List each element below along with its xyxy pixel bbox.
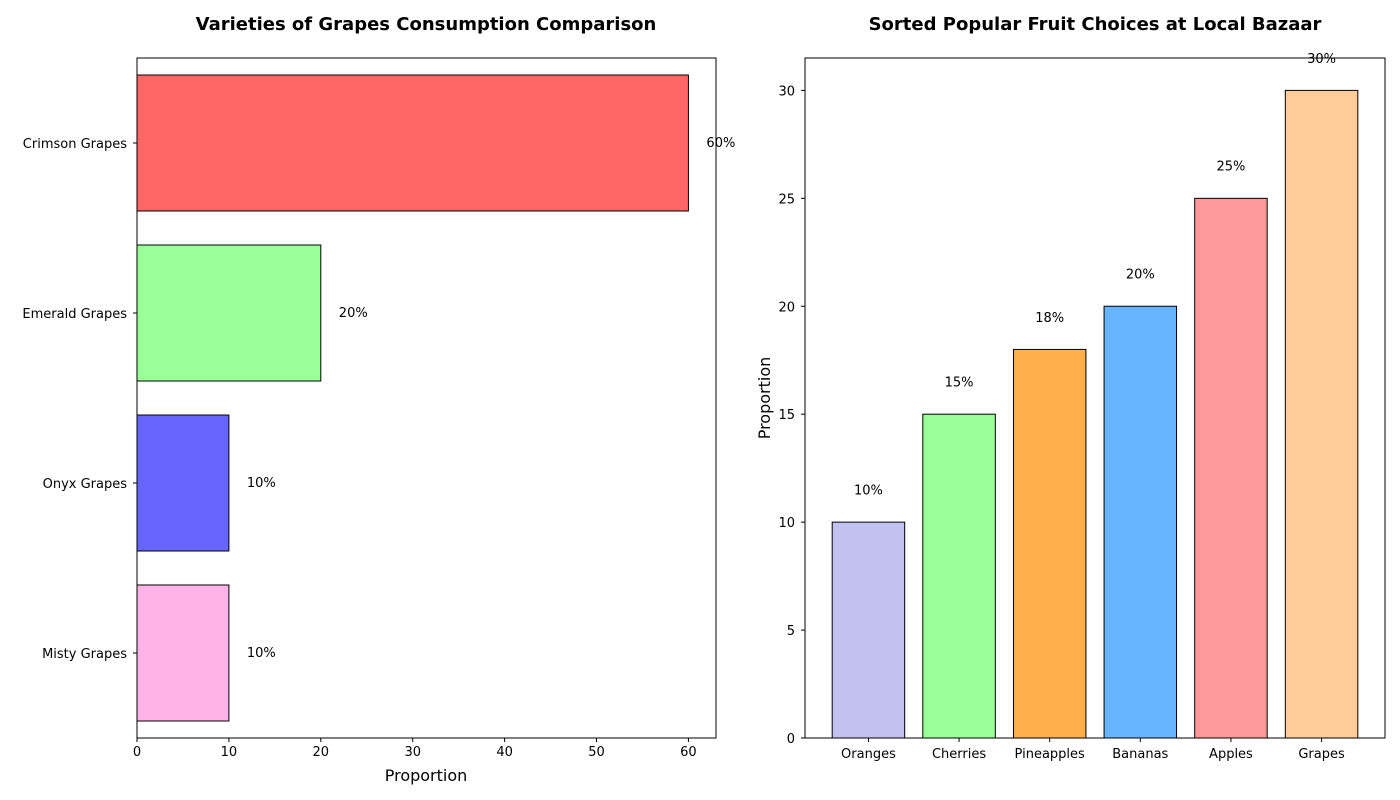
y-tick-label: 5: [787, 624, 795, 639]
x-tick-label: 10: [221, 745, 238, 760]
data-label: 20%: [339, 306, 368, 321]
chart-title: Varieties of Grapes Consumption Comparis…: [196, 14, 657, 35]
bar: [1194, 197, 1268, 739]
x-tick-label: Pineapples: [1015, 747, 1085, 762]
bar: [1284, 89, 1359, 739]
bar: [1012, 348, 1087, 739]
y-tick-label: 15: [778, 408, 795, 423]
x-tick-label: Cherries: [932, 747, 986, 762]
ticks-group: Crimson Grapes Emerald Grapes Onyx Grapes M…: [22, 137, 696, 760]
bar: [136, 414, 230, 552]
y-tick-label: Misty Grapes: [42, 647, 127, 662]
y-tick-label: 30: [778, 84, 795, 99]
data-label: 18%: [1035, 311, 1064, 326]
plot-frame: [804, 57, 1386, 739]
x-tick-label: Oranges: [841, 747, 896, 762]
y-tick-label: 20: [778, 300, 795, 315]
y-tick-label: Onyx Grapes: [43, 477, 128, 492]
chart-fruit-choices: Sorted Popular Fruit Choices at Local Ba…: [755, 14, 1386, 762]
x-tick-label: 50: [588, 745, 605, 760]
x-tick-label: Grapes: [1298, 747, 1345, 762]
x-tick-label: Bananas: [1112, 747, 1168, 762]
x-axis-label: Proportion: [385, 766, 468, 785]
x-tick-label: 40: [496, 745, 513, 760]
chart-grapes-consumption: Varieties of Grapes Consumption Comparis…: [22, 14, 735, 785]
bar: [136, 74, 689, 212]
y-tick-label: Crimson Grapes: [23, 137, 127, 152]
data-label: 60%: [706, 136, 735, 151]
y-axis-label: Proportion: [755, 357, 774, 440]
data-label: 25%: [1216, 160, 1245, 175]
y-tick-label: 25: [778, 192, 795, 207]
bar: [831, 521, 906, 739]
bar: [922, 413, 996, 739]
data-labels-group: 10% 15% 18% 20% 25% 30%: [854, 52, 1336, 499]
bars-group: [136, 74, 689, 722]
y-tick-label: 0: [787, 732, 795, 747]
x-tick-label: 60: [680, 745, 697, 760]
data-label: 15%: [945, 376, 974, 391]
bar: [136, 244, 322, 382]
data-label: 10%: [854, 484, 883, 499]
data-label: 20%: [1126, 268, 1155, 283]
data-label: 10%: [247, 646, 276, 661]
y-tick-label: 10: [778, 516, 795, 531]
x-tick-label: 20: [313, 745, 330, 760]
y-tick-label: Emerald Grapes: [22, 307, 127, 322]
chart-title: Sorted Popular Fruit Choices at Local Ba…: [869, 14, 1322, 35]
data-label: 10%: [247, 476, 276, 491]
x-tick-label: 30: [404, 745, 421, 760]
data-label: 30%: [1307, 52, 1336, 67]
x-tick-label: Apples: [1209, 747, 1253, 762]
ticks-group: Oranges Cherries Pineapples Bananas Apples Gr…: [778, 84, 1345, 762]
data-labels-group: 60% 20% 10% 10%: [247, 136, 735, 661]
x-tick-label: 0: [133, 745, 141, 760]
plot-frame: [136, 57, 717, 739]
bar: [136, 584, 230, 722]
bar: [1103, 305, 1178, 739]
bars-group: [831, 89, 1359, 739]
